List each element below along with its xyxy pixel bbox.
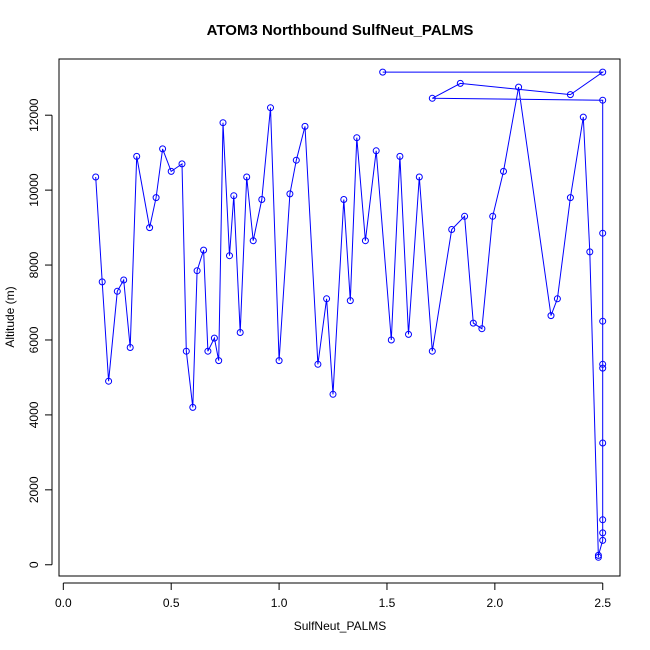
data-point (152, 194, 160, 202)
data-point (249, 237, 257, 245)
data-point (547, 312, 555, 320)
data-point (396, 152, 404, 160)
data-point (387, 336, 395, 344)
x-axis-label: SulfNeut_PALMS (294, 619, 387, 633)
data-point (329, 390, 337, 398)
plot-area (58, 58, 621, 577)
data-point (113, 287, 121, 295)
data-point (126, 344, 134, 351)
y-tick-label: 6000 (27, 326, 41, 353)
data-point (230, 192, 238, 200)
data-point (133, 152, 141, 160)
data-point (275, 357, 283, 365)
data-point (236, 329, 244, 336)
data-point (167, 167, 175, 175)
data-point (599, 529, 607, 537)
data-point (599, 68, 607, 76)
data-point (182, 347, 190, 355)
data-point (346, 297, 354, 305)
data-point (456, 79, 464, 87)
y-tick-label: 10000 (27, 173, 41, 207)
data-point (267, 104, 274, 112)
data-point (469, 319, 477, 327)
data-point (286, 190, 294, 198)
y-tick-label: 12000 (27, 98, 41, 132)
data-point (226, 252, 233, 260)
chart-title: ATOM3 Northbound SulfNeut_PALMS (207, 22, 474, 39)
data-point (428, 347, 436, 355)
data-point (301, 122, 309, 130)
x-tick-label: 0.5 (163, 596, 180, 610)
data-point (586, 248, 594, 256)
y-axis-label: Altitude (m) (3, 286, 17, 347)
data-point (599, 360, 607, 368)
data-point (594, 553, 602, 561)
data-point (579, 113, 587, 121)
x-axis: 0.0 0.5 1.0 1.5 2.0 2.5 (55, 582, 611, 610)
x-tick-label: 1.0 (271, 596, 288, 610)
data-point (193, 267, 201, 275)
y-tick-label: 4000 (27, 401, 41, 428)
data-point (599, 516, 607, 524)
data-point (553, 295, 561, 303)
data-point (599, 439, 607, 447)
y-axis: 0 2000 4000 6000 8000 10000 12000 (27, 98, 53, 568)
data-point (219, 119, 227, 127)
x-tick-label: 2.5 (594, 596, 611, 610)
data-point (178, 160, 186, 168)
data-point (361, 237, 369, 245)
x-tick-label: 0.0 (55, 596, 72, 610)
data-point (215, 357, 223, 365)
data-point (594, 551, 602, 559)
data-point (292, 156, 300, 164)
series-line (95, 71, 605, 558)
data-point (566, 91, 574, 99)
data-point (243, 173, 251, 181)
data-point (105, 377, 113, 385)
data-point (353, 134, 361, 142)
data-point (379, 68, 387, 76)
data-point (599, 317, 607, 325)
data-point (515, 83, 523, 91)
data-point (448, 226, 456, 233)
data-point (599, 536, 607, 544)
x-tick-label: 1.5 (379, 596, 396, 610)
data-point (372, 147, 380, 155)
data-point (461, 212, 469, 220)
data-point (489, 212, 497, 220)
data-point (599, 96, 607, 104)
data-point (189, 403, 197, 411)
data-point (566, 194, 574, 202)
data-point (204, 347, 212, 355)
data-point (200, 246, 208, 254)
data-point (159, 145, 167, 153)
data-point (405, 330, 412, 338)
data-layer (92, 68, 607, 561)
data-point (146, 224, 154, 232)
data-point (340, 196, 348, 203)
data-point (599, 229, 607, 237)
data-point (599, 364, 607, 372)
x-tick-label: 2.0 (487, 596, 504, 610)
data-point (478, 325, 486, 333)
data-point (258, 196, 266, 203)
data-point (500, 167, 507, 175)
data-point (92, 173, 100, 181)
data-point (428, 94, 436, 102)
data-point (120, 276, 128, 284)
data-point (314, 360, 322, 368)
y-tick-label: 8000 (27, 251, 41, 278)
data-point (415, 173, 423, 181)
data-point (98, 278, 106, 286)
y-tick-label: 2000 (27, 476, 41, 503)
data-point (323, 295, 331, 303)
y-tick-label: 0 (27, 561, 41, 568)
data-point (210, 334, 218, 342)
